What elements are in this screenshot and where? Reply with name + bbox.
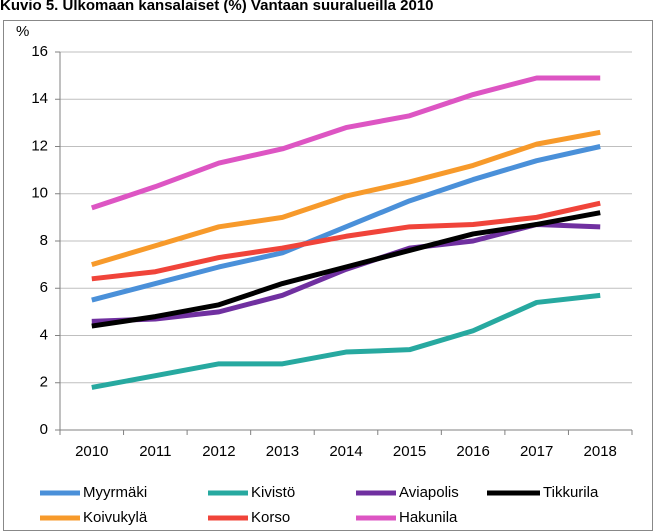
x-tick-label: 2011 <box>139 443 171 460</box>
series-line <box>90 75 601 211</box>
chart-title: Kuvio 5. Ulkomaan kansalaiset (%) Vantaa… <box>0 0 434 14</box>
y-tick-label: 0 <box>40 421 48 438</box>
legend-label: Hakunila <box>399 509 458 526</box>
x-tick-label: 2016 <box>456 443 489 460</box>
legend-label: Myyrmäki <box>83 484 147 501</box>
legend-label: Tikkurila <box>543 484 599 501</box>
y-tick-label: 2 <box>40 374 48 391</box>
x-tick-label: 2013 <box>266 443 299 460</box>
y-tick-label: 12 <box>31 137 48 154</box>
series-line <box>91 129 601 268</box>
legend-label: Kivistö <box>251 484 295 501</box>
y-tick-label: 14 <box>31 90 48 107</box>
y-tick-label: 4 <box>40 326 48 343</box>
legend-label: Korso <box>251 509 290 526</box>
x-tick-label: 2015 <box>393 443 426 460</box>
legend-label: Koivukylä <box>83 509 148 526</box>
series-line <box>91 200 601 282</box>
y-tick-label: 6 <box>40 279 48 296</box>
series-line <box>91 144 601 303</box>
x-tick-label: 2017 <box>520 443 553 460</box>
y-tick-label: 10 <box>31 185 48 202</box>
x-tick-label: 2018 <box>584 443 617 460</box>
x-tick-label: 2012 <box>202 443 235 460</box>
series-line <box>91 210 601 329</box>
series-line <box>91 292 601 390</box>
x-tick-label: 2010 <box>75 443 108 460</box>
y-axis-label: % <box>16 23 29 40</box>
x-tick-label: 2014 <box>329 443 362 460</box>
y-tick-label: 8 <box>40 232 48 249</box>
y-tick-label: 16 <box>31 43 48 60</box>
legend-label: Aviapolis <box>399 484 459 501</box>
